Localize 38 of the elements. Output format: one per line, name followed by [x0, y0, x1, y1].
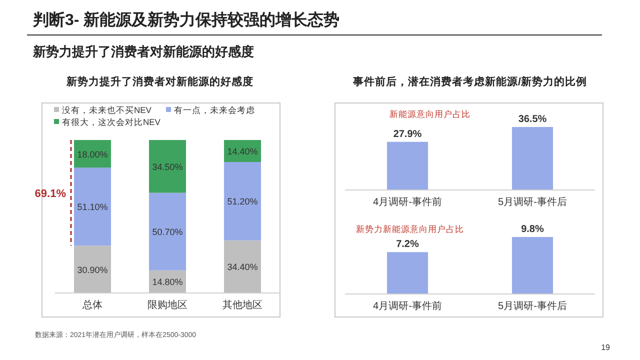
data-label: 30.90% — [77, 264, 108, 275]
x-tick-label: 限购地区 — [148, 299, 188, 311]
text: 判断3- 新能源及新势力保持较强的增长态势 — [32, 11, 340, 29]
x-tick-label: 5月调研-事件后 — [498, 300, 567, 312]
bar — [224, 162, 261, 240]
x-tick-label: 5月调研-事件后 — [498, 196, 567, 208]
data-label: 51.10% — [77, 202, 108, 212]
data-label: 36.5% — [518, 114, 547, 125]
data-label: 9.8% — [521, 224, 544, 235]
data-label: 34.50% — [152, 162, 183, 172]
chart-title: 事件前后，潜在消费者考虑新能源/新势力的比例 — [352, 75, 587, 88]
bar — [74, 246, 111, 293]
bar — [74, 140, 111, 168]
x-tick-label: 其他地区 — [222, 299, 262, 311]
x-tick-label: 总体 — [82, 299, 102, 311]
data-label: 18.00% — [77, 149, 108, 160]
text: 新势力提升了消费者对新能源的好感度 — [32, 44, 254, 59]
data-label: 34.40% — [227, 262, 258, 272]
bar — [149, 192, 186, 270]
bar — [74, 168, 111, 246]
x-tick-label: 4月调研-事件前 — [373, 300, 442, 312]
x-tick-label: 4月调研-事件前 — [373, 196, 442, 208]
data-label: 14.40% — [227, 146, 258, 157]
data-label: 7.2% — [396, 239, 420, 250]
legend-label: 有一点，未来会考虑 — [174, 105, 255, 115]
data-label: 14.80% — [152, 277, 183, 288]
bar — [149, 140, 186, 193]
chart-subtitle: 新能源意向用户占比 — [390, 109, 470, 119]
legend-label: 有很大，这次会对比NEV — [62, 117, 161, 127]
data-label: 27.9% — [393, 128, 422, 140]
chart-subtitle: 新势力新能源意向用户占比 — [356, 224, 464, 234]
text: 19 — [601, 343, 611, 352]
annotation: 69.1% — [34, 188, 66, 200]
data-label: 50.70% — [152, 227, 183, 238]
chart-title: 新势力提升了消费者对新能源的好感度 — [66, 75, 254, 88]
data-label: 51.20% — [227, 196, 258, 207]
legend-label: 没有，未来也不买NEV — [62, 105, 152, 115]
bar — [224, 240, 261, 293]
